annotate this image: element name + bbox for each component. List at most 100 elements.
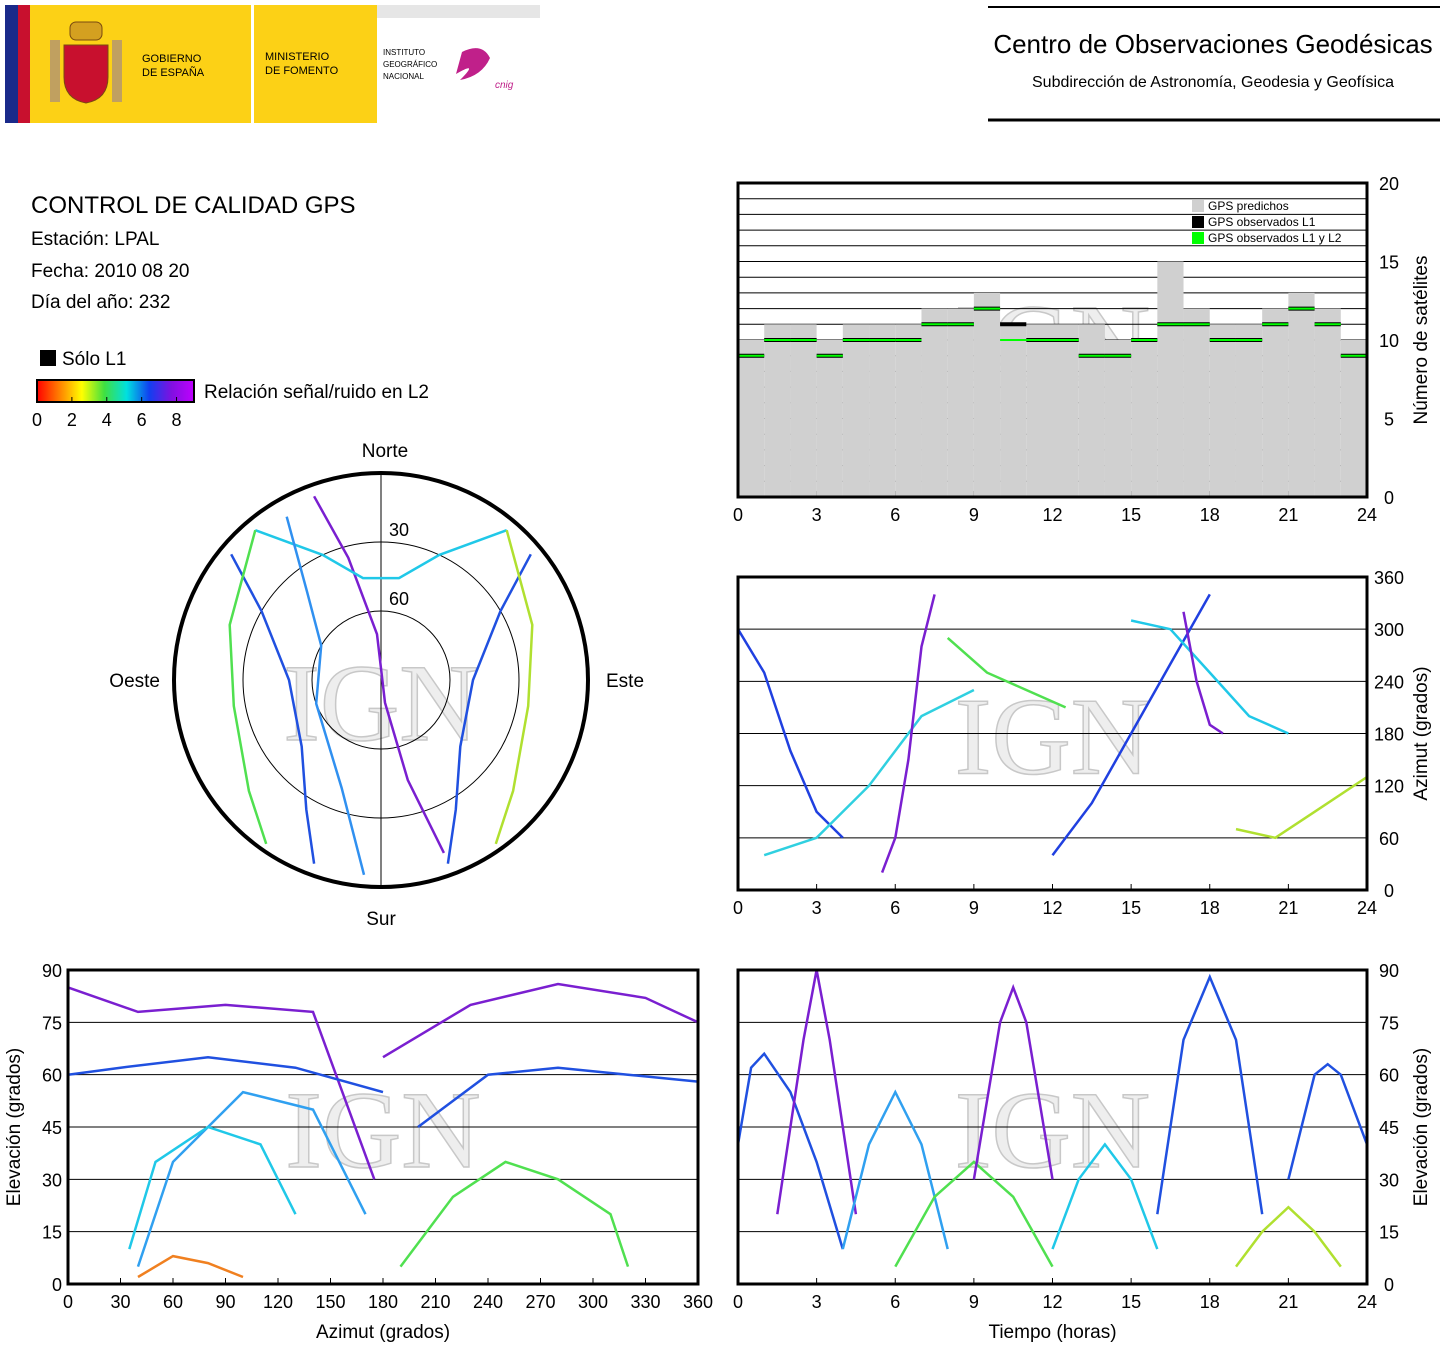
satellite-track [1130, 619, 1289, 735]
x-tick-label: 12 [1042, 1292, 1062, 1312]
colorbar [36, 379, 195, 403]
satellite-track [494, 529, 534, 845]
predicted-bar [1052, 324, 1079, 497]
y-tick-label: 240 [1374, 672, 1404, 692]
plot-frame [736, 968, 1369, 1286]
y-tick-label: 120 [1374, 777, 1404, 797]
x-tick-label: 0 [733, 505, 743, 525]
predicted-bar [738, 340, 765, 497]
logo-text: INSTITUTO [383, 48, 425, 57]
x-tick-label: 9 [969, 505, 979, 525]
predicted-bar [1235, 324, 1263, 497]
satellite-track [894, 1160, 1054, 1268]
x-tick-label: 9 [969, 898, 979, 918]
satellite-track [763, 688, 975, 857]
y-tick-label: 30 [42, 1170, 62, 1190]
y-tick-label: 15 [42, 1223, 62, 1243]
x-tick-label: 3 [812, 1292, 822, 1312]
satellite-track [137, 1254, 244, 1279]
x-tick-label: 15 [1121, 505, 1141, 525]
logo-text: GOBIERNO [142, 53, 202, 65]
x-tick-label: 6 [890, 1292, 900, 1312]
x-tick-label: 240 [473, 1292, 503, 1312]
predicted-bar [1262, 308, 1289, 497]
x-tick-label: 300 [578, 1292, 608, 1312]
logo: GOBIERNO DE ESPAÑA MINISTERIO DE FOMENTO… [5, 5, 540, 123]
logo-text: MINISTERIO [265, 51, 330, 63]
y-tick-label: 300 [1374, 620, 1404, 640]
info-line: Fecha: 2010 08 20 [31, 261, 189, 282]
y-tick-label: 0 [52, 1275, 62, 1295]
logo-text: DE ESPAÑA [142, 66, 205, 79]
y-tick-label: 0 [1384, 881, 1394, 901]
x-tick-label: 150 [315, 1292, 345, 1312]
satellite-track [67, 986, 376, 1180]
legend-swatch [40, 350, 56, 366]
satellite-track [1182, 611, 1224, 735]
watermark: IGN [955, 676, 1151, 798]
x-tick-label: 21 [1278, 1292, 1298, 1312]
y-axis-label: Elevación (grados) [4, 1048, 25, 1206]
predicted-bar [1209, 324, 1236, 497]
x-tick-label: 0 [733, 898, 743, 918]
center-subtitle: Subdirección de Astronomía, Geodesia y G… [1032, 74, 1394, 91]
y-axis-label: Azimut (grados) [1411, 666, 1432, 800]
y-tick-label: 15 [1379, 1223, 1399, 1243]
colorbar-tick-label: 0 [32, 410, 42, 430]
plot-frame [736, 575, 1369, 892]
x-tick-label: 12 [1042, 505, 1062, 525]
colorbar-tick-label: 2 [67, 410, 77, 430]
predicted-bar [1288, 292, 1315, 497]
ring-label: 60 [389, 589, 409, 609]
direction-label: Norte [362, 441, 408, 462]
y-tick-label: 90 [1379, 961, 1399, 981]
predicted-bar [1000, 324, 1027, 497]
x-tick-label: 180 [368, 1292, 398, 1312]
y-tick-label: 0 [1384, 1275, 1394, 1295]
x-tick-label: 21 [1278, 898, 1298, 918]
y-tick-label: 90 [42, 961, 62, 981]
x-tick-label: 18 [1200, 898, 1220, 918]
satellite-track [1156, 973, 1264, 1215]
x-tick-label: 3 [812, 898, 822, 918]
x-tick-label: 12 [1042, 898, 1062, 918]
y-axis-label: Elevación (grados) [1411, 1048, 1432, 1206]
flag-strip [18, 5, 30, 123]
satellite-track [399, 1160, 630, 1268]
satellite-track [128, 1125, 297, 1250]
legend-swatch [1192, 216, 1204, 228]
satellite-track [382, 982, 699, 1059]
logo-text: cnig [495, 80, 514, 91]
y-tick-label: 45 [1379, 1118, 1399, 1138]
predicted-bar [1314, 308, 1341, 497]
logo-band [377, 5, 540, 18]
legend-label: Sólo L1 [62, 349, 126, 370]
plot-frame [66, 968, 700, 1286]
x-tick-label: 6 [890, 505, 900, 525]
satellite-track [736, 628, 844, 839]
satellite-track [880, 594, 936, 874]
x-tick-label: 0 [63, 1292, 73, 1312]
x-tick-label: 30 [110, 1292, 130, 1312]
x-axis-label: Azimut (grados) [316, 1322, 450, 1343]
satellite-track [254, 529, 508, 580]
x-tick-label: 21 [1278, 505, 1298, 525]
predicted-bar [869, 324, 896, 497]
x-tick-label: 360 [683, 1292, 713, 1312]
bars [738, 261, 1367, 497]
predicted-bar [790, 324, 817, 497]
y-tick-label: 0 [1384, 488, 1394, 508]
x-tick-label: 90 [215, 1292, 235, 1312]
satellite-track [67, 1055, 384, 1094]
legend-swatch [1192, 200, 1204, 212]
predicted-bar [947, 308, 974, 497]
predicted-bar [842, 324, 870, 497]
legend-label: GPS predichos [1208, 199, 1289, 213]
plot-frame [736, 181, 1369, 499]
coat-of-arms [50, 21, 122, 104]
x-tick-label: 9 [969, 1292, 979, 1312]
x-tick-label: 18 [1200, 1292, 1220, 1312]
predicted-bar [816, 340, 843, 497]
